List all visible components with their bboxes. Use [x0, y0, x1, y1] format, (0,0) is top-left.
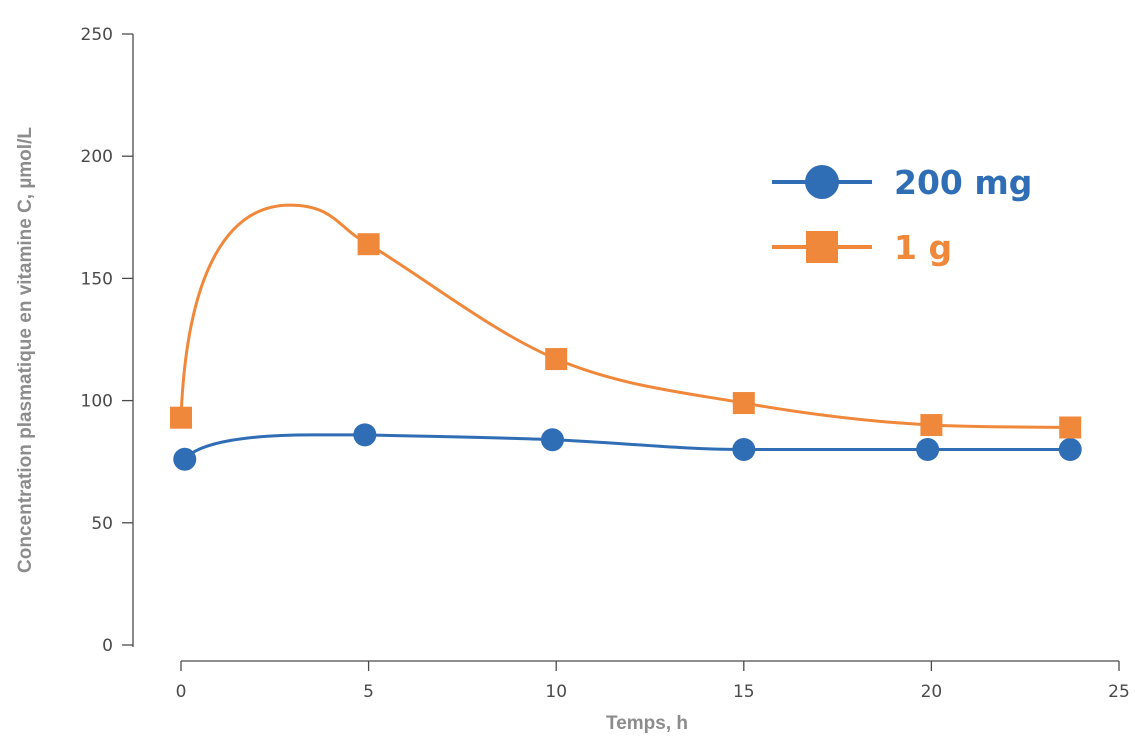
legend-marker-circle	[805, 165, 839, 199]
axes: 0 50 100 150 200 250 0 5 10 15 20 25	[81, 25, 1130, 702]
x-tick-label: 25	[1108, 682, 1130, 702]
series-markers	[170, 233, 1082, 471]
legend-label: 200 mg	[894, 163, 1032, 202]
legend-marker-square	[806, 231, 838, 263]
data-point-square	[357, 233, 380, 256]
data-point-circle	[916, 437, 940, 461]
data-point-circle	[732, 437, 756, 461]
y-axis-title: Concentration plasmatique en vitamine C,…	[15, 127, 36, 573]
data-point-square	[732, 392, 755, 415]
data-point-square	[920, 414, 943, 437]
data-point-circle	[353, 423, 377, 447]
data-point-circle	[173, 447, 197, 471]
legend: 200 mg 1 g	[772, 163, 1032, 267]
x-axis-title: Temps, h	[606, 713, 688, 734]
y-tick-label: 150	[81, 269, 113, 289]
x-tick-label: 0	[176, 682, 187, 702]
legend-label: 1 g	[894, 228, 952, 267]
y-tick-label: 50	[91, 514, 113, 534]
y-tick-label: 0	[102, 636, 113, 656]
x-tick-label: 20	[921, 682, 943, 702]
x-tick-label: 15	[733, 682, 755, 702]
y-tick-label: 250	[81, 25, 113, 45]
y-tick-label: 100	[81, 392, 113, 412]
y-tick-label: 200	[81, 147, 113, 167]
data-point-circle	[1058, 437, 1082, 461]
data-point-square	[170, 406, 192, 429]
data-point-square	[545, 348, 568, 371]
x-tick-label: 5	[363, 682, 374, 702]
data-point-circle	[540, 428, 564, 452]
data-point-square	[1059, 416, 1082, 439]
x-tick-label: 10	[545, 682, 567, 702]
